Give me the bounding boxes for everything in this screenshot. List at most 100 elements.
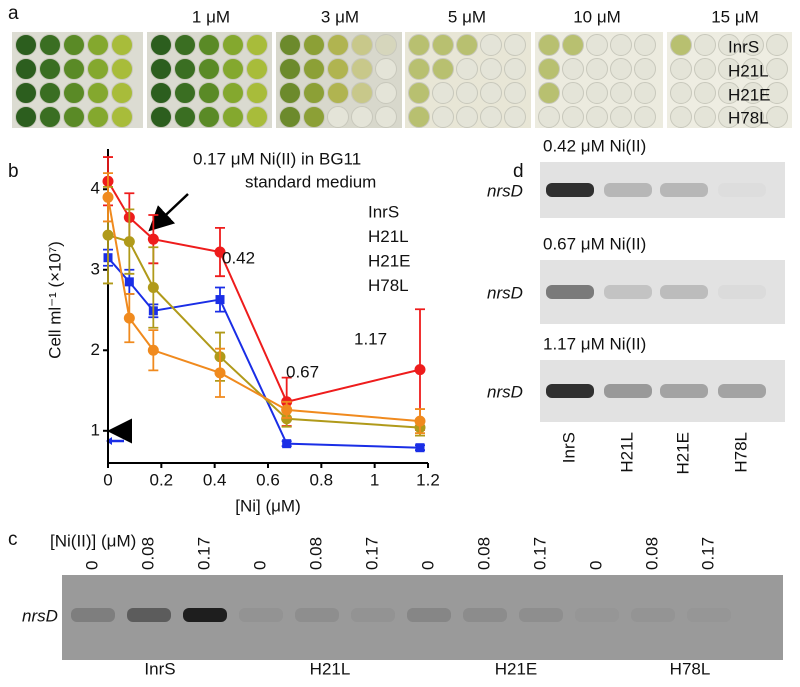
band <box>660 285 708 299</box>
well <box>670 58 692 80</box>
band <box>604 384 652 398</box>
well <box>610 82 632 104</box>
well <box>174 82 196 104</box>
strain-label: InrS <box>144 659 175 678</box>
well <box>480 58 502 80</box>
band <box>546 384 594 398</box>
well <box>39 34 61 56</box>
well <box>15 58 37 80</box>
well <box>634 82 656 104</box>
well <box>39 58 61 80</box>
well <box>670 106 692 128</box>
band <box>546 285 594 299</box>
well <box>198 34 220 56</box>
well <box>742 106 764 128</box>
gene-label: nrsD <box>487 283 523 302</box>
legend-label: H21L <box>368 227 409 246</box>
well <box>538 106 560 128</box>
band <box>660 183 708 197</box>
well <box>375 82 397 104</box>
well <box>432 82 454 104</box>
well <box>327 34 349 56</box>
well <box>174 34 196 56</box>
gene-label: nrsD <box>487 181 523 200</box>
well <box>246 82 268 104</box>
well <box>480 106 502 128</box>
well <box>375 34 397 56</box>
point <box>147 233 159 245</box>
panel-label: c <box>8 529 18 550</box>
well <box>504 58 526 80</box>
band <box>718 384 766 398</box>
x-axis-label: [Ni] (μM) <box>235 496 301 515</box>
well <box>150 34 172 56</box>
well <box>198 106 220 128</box>
well <box>586 58 608 80</box>
well <box>538 82 560 104</box>
point <box>281 404 293 416</box>
y-axis-label: Cell ml⁻¹ (×10⁷) <box>45 241 64 359</box>
well <box>279 58 301 80</box>
well <box>504 34 526 56</box>
legend-label: InrS <box>368 202 399 221</box>
well <box>586 82 608 104</box>
well <box>610 106 632 128</box>
band <box>351 608 395 622</box>
lane-label: 0 <box>250 561 269 570</box>
well <box>174 58 196 80</box>
legend-label: H21E <box>368 251 411 270</box>
band <box>718 285 766 299</box>
well <box>87 106 109 128</box>
lane-label: 0.08 <box>138 537 157 570</box>
x-tick-label: 0 <box>103 470 112 489</box>
lane-label: 0.08 <box>306 537 325 570</box>
well <box>432 34 454 56</box>
well <box>63 106 85 128</box>
well <box>586 106 608 128</box>
lane-label: 0 <box>418 561 437 570</box>
point <box>415 443 425 453</box>
well <box>111 106 133 128</box>
strain-label: H21E <box>495 659 538 678</box>
band <box>546 183 594 197</box>
well <box>246 58 268 80</box>
well <box>246 34 268 56</box>
strain-label: H21L <box>310 659 351 678</box>
point-label: 0.67 <box>286 362 319 381</box>
well <box>456 34 478 56</box>
well <box>111 34 133 56</box>
well <box>634 34 656 56</box>
well <box>39 82 61 104</box>
gel <box>62 575 783 660</box>
series-line <box>107 197 421 423</box>
well <box>742 34 764 56</box>
well <box>634 106 656 128</box>
annotation: standard medium <box>245 172 376 191</box>
well <box>222 34 244 56</box>
well <box>408 82 430 104</box>
point <box>102 229 114 241</box>
concentration-label: 1 μM <box>192 7 230 26</box>
well <box>222 106 244 128</box>
well <box>742 58 764 80</box>
well <box>87 58 109 80</box>
band <box>631 608 675 622</box>
well <box>39 106 61 128</box>
concentration-label: 10 μM <box>573 7 621 26</box>
well <box>766 82 788 104</box>
lane-label: 0.08 <box>474 537 493 570</box>
well <box>150 82 172 104</box>
well <box>694 58 716 80</box>
well <box>327 106 349 128</box>
well <box>246 106 268 128</box>
point <box>123 236 135 248</box>
well <box>718 106 740 128</box>
annotation: 0.17 μM Ni(II) in BG11 <box>193 149 361 168</box>
well <box>303 82 325 104</box>
well <box>63 82 85 104</box>
well <box>15 34 37 56</box>
well <box>279 34 301 56</box>
lane-label: 0.17 <box>698 537 717 570</box>
lane-label: H21E <box>673 432 692 475</box>
well <box>694 106 716 128</box>
